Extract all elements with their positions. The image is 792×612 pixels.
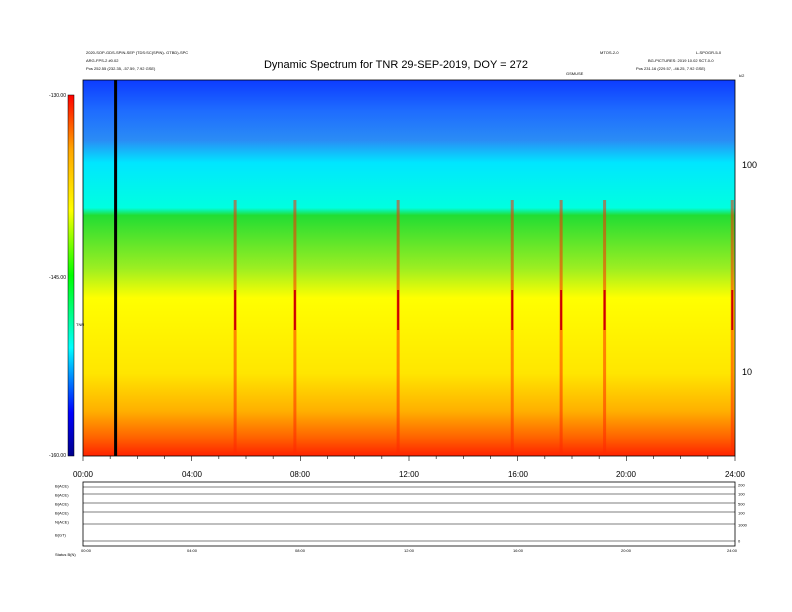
x-tick-label: 24:00 [724, 470, 746, 479]
panel-right-tick: 500 [738, 501, 745, 507]
header-left-1: 2020-SOP-GDS-SPIN-SEP (TDS:SC(SPIN)- GTB… [86, 50, 189, 55]
burst-core [731, 290, 734, 330]
lower-panel-frame [82, 481, 736, 547]
panel-label: N(ACE) [55, 519, 69, 525]
chart-title: Dynamic Spectrum for TNR 29-SEP-2019, DO… [263, 59, 528, 71]
x-tick-label: 12:00 [398, 470, 420, 479]
x-tick-label: 08:00 [289, 470, 311, 479]
colorbar-tick-top: -130.00 [49, 93, 66, 99]
header-right-3: BG-PICTURES: 2019 10.02 SCT-0-0 [648, 58, 714, 63]
panel-label: B(ACE) [55, 483, 69, 489]
header-left-2: ARG-FPS-2 #0.02 [86, 58, 119, 63]
y-tick-10: 10 [742, 367, 753, 377]
panel-right-tick: 100 [738, 491, 745, 497]
panel-right-tick: 0 [738, 538, 741, 544]
bottom-x-tick: 16:00 [512, 548, 524, 553]
right-edge-tag: k/2 [739, 73, 745, 78]
burst-core [511, 290, 514, 330]
colorbar [67, 94, 75, 457]
colorbar-tick-bottom: -160.00 [49, 453, 66, 459]
x-tick-label: 04:00 [181, 470, 203, 479]
bottom-x-tick: 08:00 [294, 548, 306, 553]
burst-core [293, 290, 296, 330]
panel-right-tick: 1000 [738, 522, 747, 528]
panel-label: B(ACE) [55, 492, 69, 498]
bottom-x-tick: 12:00 [403, 548, 415, 553]
burst-core [397, 290, 400, 330]
colorbar-label: TNR [76, 322, 85, 327]
bottom-x-tick: 00:00 [80, 548, 92, 553]
x-tick-label: 20:00 [615, 470, 637, 479]
header-left-3: Pos 252.55 (232.35, -57.59, 7.92 GSE) [86, 66, 156, 71]
colorbar-tick-mid: -145.00 [49, 275, 66, 281]
bottom-x-tick: 20:00 [620, 548, 632, 553]
panel-label: B(ACE) [55, 501, 69, 507]
burst-core [234, 290, 237, 330]
panel-label: B(GT) [55, 532, 66, 538]
panel-right-tick: 100 [738, 510, 745, 516]
header-right-2: L-SPOGR-5-0 [696, 50, 722, 55]
header-right-4: Pos 231.16 (229.57, -46.25, 7.92 GSE) [636, 66, 706, 71]
lower-panel-traces [83, 486, 735, 542]
x-tick-marks [82, 456, 736, 461]
burst-core [560, 290, 563, 330]
spectrogram-background [83, 80, 735, 456]
panel-label: B(ACE) [55, 510, 69, 516]
y-tick-100: 100 [742, 160, 758, 170]
bottom-x-tick: 24:00 [726, 548, 738, 553]
bottom-x-tick: 04:00 [186, 548, 198, 553]
x-tick-label: 00:00 [72, 470, 94, 479]
x-tick-label: 16:00 [507, 470, 529, 479]
burst-tag: GSMUSE [566, 71, 584, 76]
header-right-1: MTOS-2-0 [600, 50, 619, 55]
burst-core [603, 290, 606, 330]
panel-right-tick: 200 [738, 482, 745, 488]
burst-layer [233, 200, 734, 456]
footnote: Status B(N) [55, 552, 76, 557]
